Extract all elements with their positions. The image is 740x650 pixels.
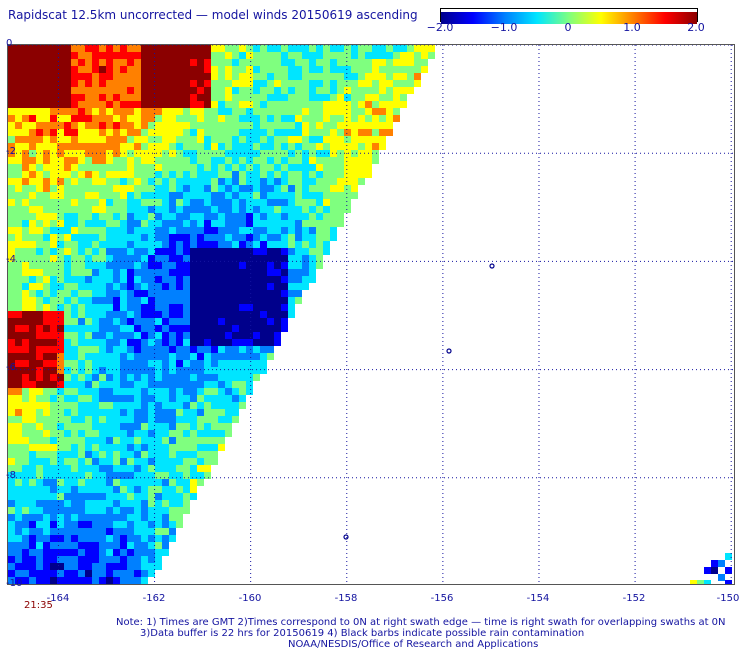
y-tick-label: -10 <box>6 578 23 589</box>
x-tick-label: -152 <box>622 593 646 604</box>
colorbar-tick: 1.0 <box>623 21 641 34</box>
x-tick-label: -150 <box>716 593 740 604</box>
lat-lon-grid <box>8 45 734 584</box>
colorbar-tick: 0 <box>564 21 572 34</box>
x-tick-label: -164 <box>46 593 70 604</box>
x-tick-label: -154 <box>526 593 550 604</box>
y-tick-label: -2 <box>6 146 16 157</box>
footnote-line-2: 3)Data buffer is 22 hrs for 20150619 4) … <box>140 628 585 639</box>
colorbar-tick: −1.0 <box>490 21 518 34</box>
x-tick-label: -158 <box>334 593 358 604</box>
footnote-line-1: Note: 1) Times are GMT 2)Times correspon… <box>116 617 726 628</box>
swath-pixels <box>8 45 732 584</box>
x-tick-label: -162 <box>142 593 166 604</box>
y-tick-label: 0 <box>6 38 13 49</box>
chart-title: Rapidscat 12.5km uncorrected — model win… <box>8 8 418 22</box>
map-frame[interactable] <box>7 44 735 585</box>
island-outline <box>343 534 349 540</box>
colorbar-gradient <box>441 12 697 24</box>
time-label: 21:35 <box>24 600 53 611</box>
colorbar-tick: −2.0 <box>426 21 454 34</box>
x-tick-label: -160 <box>238 593 262 604</box>
y-tick-label: -6 <box>6 362 16 373</box>
island-outline <box>489 263 495 269</box>
y-tick-label: -8 <box>6 470 16 481</box>
colorbar-tick: 2.0 <box>687 21 705 34</box>
colorbar <box>440 8 698 24</box>
wind-difference-field <box>8 45 734 584</box>
footnote-line-3: NOAA/NESDIS/Office of Research and Appli… <box>288 639 539 650</box>
y-tick-label: -4 <box>6 254 16 265</box>
island-outline <box>446 348 452 354</box>
x-tick-label: -156 <box>430 593 454 604</box>
